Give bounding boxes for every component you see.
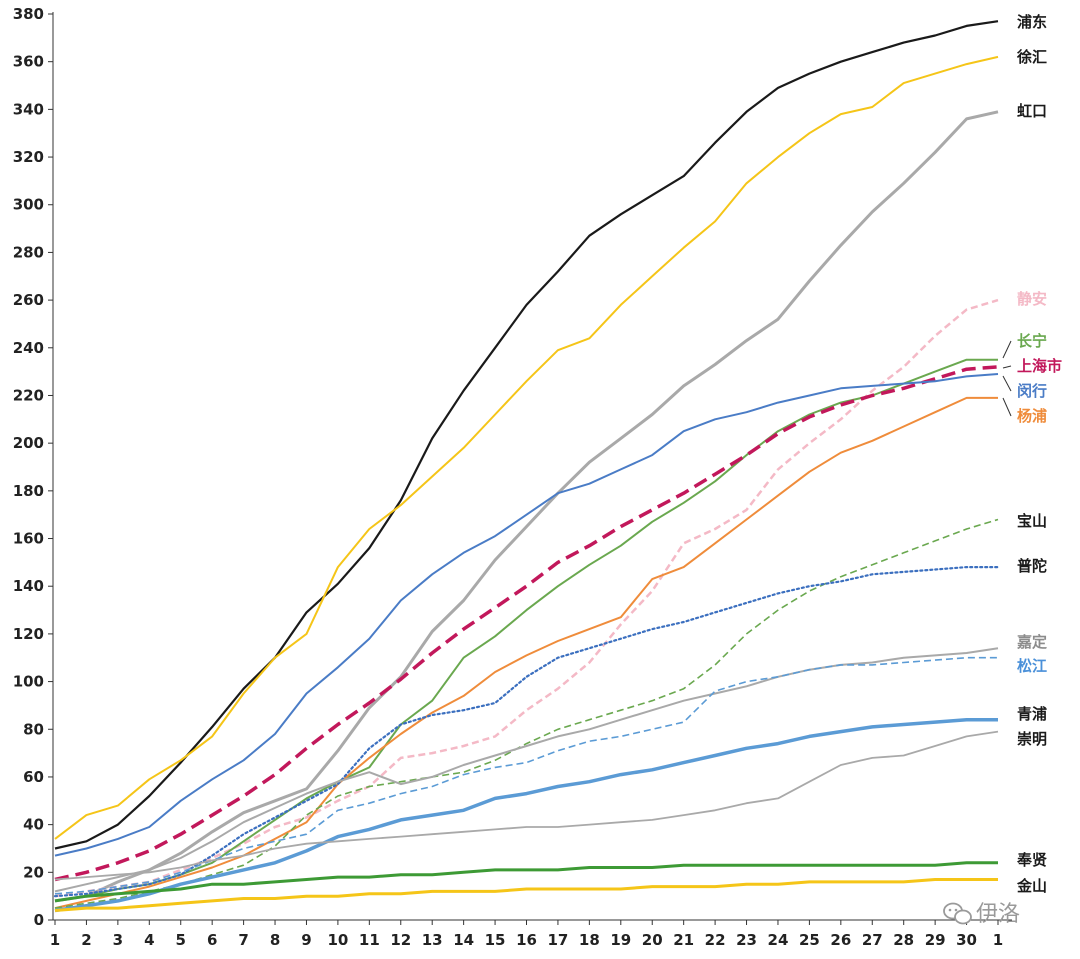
series-label-15: 奉贤 (1016, 851, 1047, 869)
y-tick-label: 40 (23, 816, 44, 834)
series-label-2: 徐汇 (1016, 48, 1047, 66)
series-line-3 (54, 110, 999, 903)
series-line-15 (54, 861, 998, 903)
series-label-8: 杨浦 (1017, 407, 1047, 425)
x-tick-label: 22 (705, 931, 726, 949)
series-line-1 (54, 20, 999, 850)
series-lines (53, 20, 1000, 913)
series-line-13 (54, 717, 998, 913)
y-tick-label: 240 (13, 339, 44, 357)
series-line-6 (54, 365, 999, 882)
y-tick-label: 200 (13, 434, 44, 452)
x-tick-label: 16 (516, 931, 537, 949)
series-label-16: 金山 (1016, 877, 1047, 895)
series-line-12 (54, 656, 998, 895)
y-tick-label: 20 (23, 863, 44, 881)
x-tick-label: 25 (799, 931, 820, 949)
series-line-9 (54, 518, 999, 909)
series-line-2 (54, 55, 999, 840)
x-tick-label: 14 (453, 931, 474, 949)
x-tick-label: 17 (547, 931, 568, 949)
label-connector (1002, 365, 1012, 369)
series-label-9: 宝山 (1017, 512, 1047, 530)
x-tick-label: 21 (673, 931, 694, 949)
x-tick-label: 19 (610, 931, 631, 949)
series-label-11: 嘉定 (1016, 633, 1047, 651)
label-connector (1002, 340, 1012, 359)
series-label-7: 闵行 (1017, 382, 1047, 400)
x-tick-label: 18 (579, 931, 600, 949)
x-tick-label: 7 (238, 931, 248, 949)
y-tick-label: 60 (23, 768, 44, 786)
series-label-4: 静安 (1017, 290, 1047, 308)
x-tick-label: 29 (925, 931, 946, 949)
y-tick-label: 140 (13, 577, 44, 595)
x-tick-label: 1 (50, 931, 60, 949)
x-tick-label: 1 (993, 931, 1003, 949)
wechat-icon (943, 902, 972, 925)
watermark-text: 伊洛 (976, 902, 1020, 927)
series-label-12: 松江 (1017, 657, 1047, 675)
y-tick-label: 300 (13, 196, 44, 214)
x-tick-label: 9 (301, 931, 311, 949)
series-label-14: 崇明 (1017, 730, 1047, 748)
series-label-6: 上海市 (1017, 357, 1062, 375)
label-connector (1002, 397, 1012, 417)
x-tick-label: 26 (830, 931, 851, 949)
series-line-5 (54, 358, 998, 902)
y-tick-label: 0 (34, 911, 44, 929)
x-tick-label: 4 (144, 931, 154, 949)
y-tick-label: 320 (13, 148, 44, 166)
series-line-7 (54, 373, 999, 857)
y-tick-label: 180 (13, 482, 44, 500)
x-tick-label: 24 (768, 931, 789, 949)
x-tick-label: 5 (176, 931, 186, 949)
series-line-11 (54, 647, 999, 893)
x-tick-label: 15 (485, 931, 506, 949)
watermark: 伊洛 (943, 902, 1020, 927)
series-label-13: 青浦 (1017, 705, 1047, 723)
series-label-3: 虹口 (1017, 102, 1047, 120)
series-label-5: 长宁 (1017, 332, 1047, 350)
axes: 0204060801001201401601802002202402602803… (13, 5, 1012, 949)
x-tick-label: 12 (390, 931, 411, 949)
x-tick-label: 10 (327, 931, 348, 949)
y-tick-label: 380 (13, 5, 44, 23)
x-tick-label: 28 (893, 931, 914, 949)
series-line-16 (54, 878, 998, 912)
label-connector (1002, 375, 1012, 392)
x-tick-label: 20 (642, 931, 663, 949)
x-tick-label: 27 (862, 931, 883, 949)
x-tick-label: 13 (422, 931, 443, 949)
series-line-14 (54, 730, 999, 881)
x-tick-label: 2 (81, 931, 91, 949)
y-tick-label: 80 (23, 720, 44, 738)
y-tick-label: 360 (13, 53, 44, 71)
y-tick-label: 160 (13, 530, 44, 548)
series-label-1: 浦东 (1017, 13, 1047, 31)
y-tick-label: 340 (13, 100, 44, 118)
x-tick-label: 30 (956, 931, 977, 949)
series-line-8 (54, 396, 998, 910)
x-tick-label: 11 (359, 931, 380, 949)
series-line-4 (54, 298, 999, 898)
y-tick-label: 280 (13, 243, 44, 261)
series-label-10: 普陀 (1017, 557, 1047, 575)
x-tick-label: 6 (207, 931, 217, 949)
x-tick-label: 23 (736, 931, 757, 949)
y-tick-label: 120 (13, 625, 44, 643)
y-tick-label: 100 (13, 673, 44, 691)
x-tick-label: 3 (113, 931, 123, 949)
y-tick-label: 220 (13, 386, 44, 404)
x-tick-label: 8 (270, 931, 280, 949)
y-tick-label: 260 (13, 291, 44, 309)
series-line-10 (53, 565, 1000, 898)
